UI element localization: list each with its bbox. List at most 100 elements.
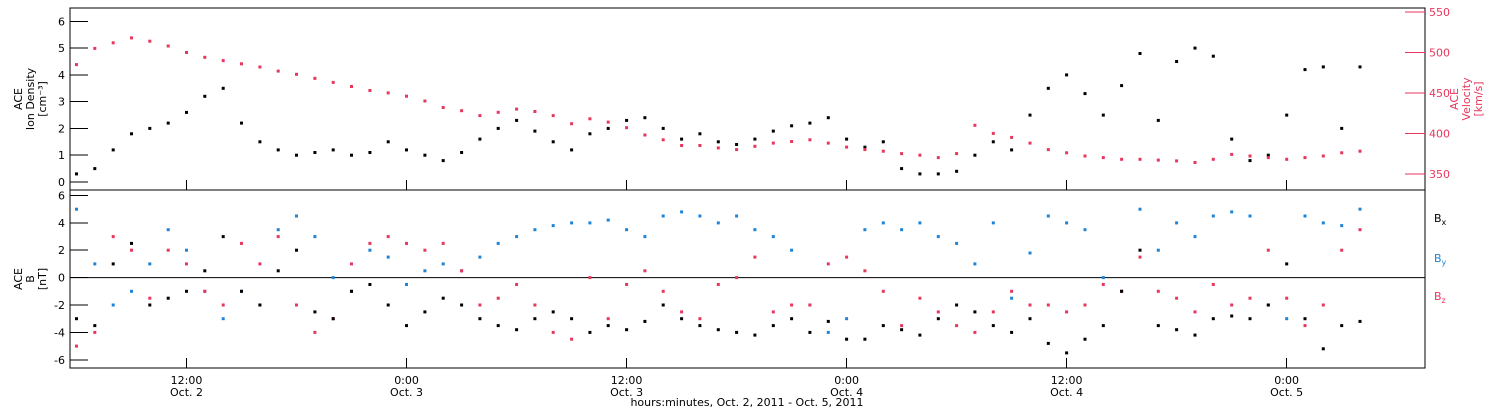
velocity-tick-label: 500: [1429, 46, 1450, 59]
by-point: [661, 214, 665, 218]
velocity-point: [1266, 156, 1270, 160]
bx-point: [1010, 330, 1014, 334]
velocity-point: [790, 140, 794, 143]
density-point: [331, 148, 335, 152]
velocity-tick-label: 550: [1429, 6, 1450, 19]
density-point: [75, 172, 78, 176]
bz-point: [716, 283, 720, 286]
b-title-line2: B: [24, 275, 37, 283]
bx-point: [460, 303, 464, 307]
density-point: [221, 86, 225, 90]
velocity-point: [1156, 158, 1160, 162]
bx-point: [1120, 289, 1124, 293]
date-tick-label: Oct. 5: [1270, 386, 1303, 399]
bx-point: [240, 289, 243, 293]
velocity-point: [258, 65, 262, 69]
right-title-line1: ACE: [1448, 88, 1461, 110]
by-point: [515, 235, 519, 239]
bz-point: [900, 324, 904, 328]
bz-point: [753, 255, 757, 259]
bx-point: [918, 333, 922, 337]
bz-point: [1266, 248, 1270, 252]
bz-point: [368, 241, 372, 245]
velocity-point: [1303, 156, 1307, 160]
velocity-point: [1211, 157, 1215, 161]
bx-point: [276, 269, 280, 273]
by-point: [643, 235, 647, 239]
velocity-point: [1175, 159, 1179, 163]
density-point: [441, 159, 445, 163]
velocity-point: [203, 55, 207, 59]
velocity-point: [1046, 148, 1050, 152]
bx-point: [423, 310, 427, 314]
velocity-point: [808, 138, 812, 142]
velocity-point: [111, 41, 115, 45]
bz-point: [1083, 303, 1087, 307]
legend-Bx: Bx: [1434, 212, 1447, 227]
density-tick-label: 5: [58, 42, 65, 55]
density-point: [753, 137, 757, 141]
date-tick-label: Oct. 4: [830, 386, 863, 399]
legend-Bz: Bz: [1434, 290, 1446, 305]
by-point: [478, 255, 482, 259]
velocity-point: [496, 110, 500, 114]
velocity-point: [460, 109, 464, 113]
velocity-point: [881, 149, 885, 153]
velocity-point: [753, 144, 757, 148]
density-point: [533, 129, 537, 133]
by-point: [881, 221, 885, 225]
bx-point: [368, 283, 372, 286]
bx-point: [93, 324, 97, 328]
b-tick-label: 6: [58, 189, 65, 202]
bx-point: [295, 248, 298, 252]
density-point: [1285, 113, 1289, 117]
b-tick-label: -2: [54, 299, 65, 312]
b-tick-label: -6: [54, 354, 65, 367]
velocity-point: [1083, 154, 1087, 158]
by-point: [130, 289, 133, 293]
top-panel-frame: [69, 7, 1426, 191]
bx-point: [1340, 324, 1344, 328]
bx-point: [973, 310, 977, 314]
density-point: [1321, 65, 1325, 69]
by-point: [1193, 235, 1197, 239]
by-point: [753, 228, 757, 232]
bx-point: [1083, 337, 1087, 341]
date-tick-label: Oct. 4: [1050, 386, 1083, 399]
by-point: [680, 210, 684, 214]
density-point: [551, 140, 555, 144]
bz-point: [551, 330, 555, 334]
bz-point: [1303, 324, 1307, 328]
velocity-point: [1028, 141, 1032, 145]
density-point: [130, 132, 133, 136]
bx-point: [313, 310, 317, 314]
date-tick-label: Oct. 3: [390, 386, 423, 399]
bx-point: [203, 269, 207, 273]
legend-By: By: [1434, 252, 1447, 267]
bz-point: [918, 296, 922, 300]
density-point: [790, 124, 794, 128]
density-point: [955, 169, 959, 173]
bx-point: [221, 235, 225, 239]
bx-point: [331, 317, 335, 321]
density-point: [845, 137, 849, 141]
by-point: [405, 283, 408, 286]
velocity-point: [1010, 135, 1014, 139]
velocity-point: [75, 63, 78, 67]
bz-point: [515, 283, 519, 286]
density-point: [1211, 54, 1215, 58]
velocity-point: [661, 138, 665, 142]
density-point: [1193, 46, 1197, 50]
velocity-point: [166, 44, 170, 48]
bz-point: [826, 262, 830, 266]
density-point: [350, 153, 353, 157]
b-axis-ticks: -6 -4 -2 0 2 4 6: [54, 189, 88, 367]
velocity-point: [1101, 156, 1105, 160]
density-point: [1028, 113, 1032, 117]
bz-point: [1358, 228, 1362, 232]
time-tick-label: 0:00: [394, 374, 419, 387]
bx-point: [845, 337, 849, 341]
density-point: [203, 94, 207, 98]
by-point: [185, 248, 188, 252]
bz-point: [1321, 303, 1325, 307]
